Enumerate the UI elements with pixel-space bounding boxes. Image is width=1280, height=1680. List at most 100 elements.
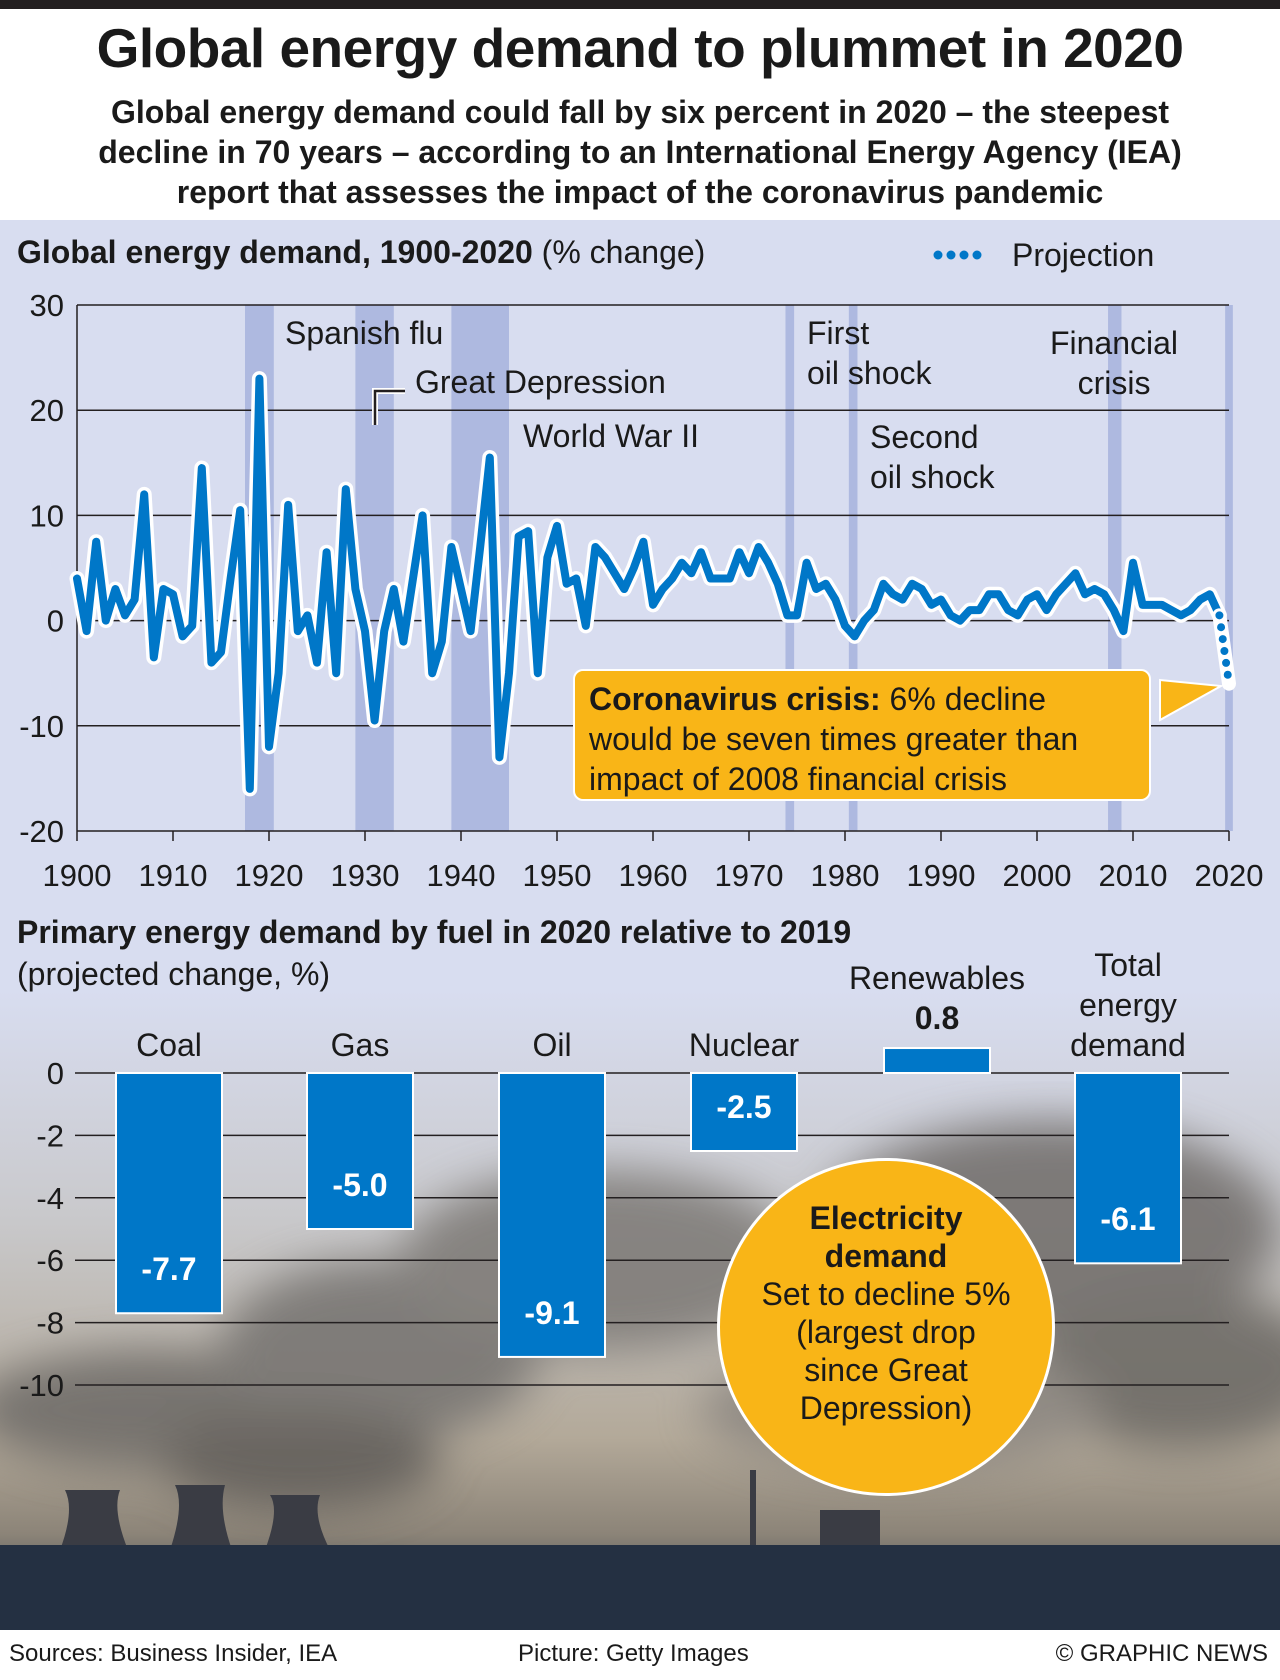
x-tick-label: 1940 bbox=[427, 858, 496, 893]
x-tick-label: 2000 bbox=[1003, 858, 1072, 893]
y-tick-label: -4 bbox=[36, 1181, 64, 1216]
line-chart-unit: (% change) bbox=[541, 234, 706, 270]
category-label: Total energy demand bbox=[1018, 945, 1238, 1065]
x-tick-label: 1920 bbox=[235, 858, 304, 893]
annotation-great-depression: Great Depression bbox=[415, 364, 666, 400]
bar-total-energy-demand bbox=[1074, 1072, 1182, 1265]
footer-picture-credit: Picture: Getty Images bbox=[518, 1640, 749, 1667]
page-subtitle: Global energy demand could fall by six p… bbox=[20, 92, 1260, 212]
y-tick-label: 10 bbox=[30, 498, 64, 533]
top-bar bbox=[0, 0, 1280, 9]
page-title: Global energy demand to plummet in 2020 bbox=[96, 17, 1184, 79]
legend-projection-label: Projection bbox=[1012, 237, 1155, 273]
electricity-title: Electricity demand bbox=[720, 1199, 1052, 1275]
line-chart-title-text: Global energy demand, 1900-2020 bbox=[17, 234, 533, 270]
y-tick-label: 20 bbox=[30, 393, 64, 428]
coronavirus-callout: Coronavirus crisis: 6% decline would be … bbox=[573, 669, 1151, 801]
bar-value-label: -2.5 bbox=[716, 1089, 772, 1125]
electricity-title-line: demand bbox=[824, 1238, 948, 1274]
electricity-title-line: Electricity bbox=[809, 1200, 963, 1236]
bar-coal bbox=[115, 1072, 223, 1315]
category-label: Nuclear bbox=[634, 1025, 854, 1065]
y-tick-label: 30 bbox=[30, 288, 64, 323]
annotation-world-war-ii: World War II bbox=[523, 418, 700, 454]
series-line bbox=[73, 374, 1224, 793]
annotation-line: oil shock bbox=[870, 459, 995, 495]
y-tick-label: -10 bbox=[19, 1368, 64, 1403]
callout-line: impact of 2008 financial crisis bbox=[589, 761, 1007, 797]
annotation-line: Second bbox=[870, 419, 979, 455]
category-label: Gas bbox=[250, 1025, 470, 1065]
y-tick-label: -20 bbox=[19, 814, 64, 849]
callout-bold: Coronavirus crisis: bbox=[589, 681, 881, 717]
annotation-spanish-flu: Spanish flu bbox=[285, 315, 444, 351]
callout-text: 6% decline bbox=[880, 681, 1047, 717]
bar-value-label: 0.8 bbox=[914, 1000, 960, 1037]
y-tick-label: 0 bbox=[47, 604, 64, 639]
bar-chart-title: Primary energy demand by fuel in 2020 re… bbox=[17, 914, 852, 950]
y-tick-label: -2 bbox=[36, 1118, 64, 1153]
category-label: Oil bbox=[442, 1025, 662, 1065]
bar-nuclear bbox=[690, 1072, 798, 1152]
category-label-line: Nuclear bbox=[688, 1027, 800, 1063]
subtitle-line: report that assesses the impact of the c… bbox=[176, 174, 1104, 210]
annotation-line: Financial bbox=[1049, 325, 1179, 361]
bar-oil bbox=[498, 1072, 606, 1358]
x-tick-label: 2010 bbox=[1099, 858, 1168, 893]
annotation-line: crisis bbox=[1077, 365, 1151, 401]
category-label-line: Gas bbox=[330, 1027, 390, 1063]
category-label-line: demand bbox=[1070, 1027, 1186, 1063]
bar-value-label: -5.0 bbox=[332, 1167, 388, 1203]
category-label-line: Coal bbox=[136, 1027, 202, 1063]
annotation-second-oil-shock: Second oil shock bbox=[870, 417, 995, 497]
electricity-text-line: Depression) bbox=[799, 1390, 973, 1426]
category-label-line: energy bbox=[1079, 987, 1177, 1023]
annotation-financial-crisis: Financial crisis bbox=[1034, 323, 1194, 403]
x-tick-label: 1990 bbox=[907, 858, 976, 893]
x-tick-label: 1980 bbox=[811, 858, 880, 893]
x-tick-label: 1950 bbox=[523, 858, 592, 893]
x-tick-label: 2020 bbox=[1195, 858, 1264, 893]
category-label-line: Renewables bbox=[848, 960, 1026, 997]
bar-value-label: -7.7 bbox=[141, 1251, 197, 1288]
electricity-text-line: (largest drop bbox=[796, 1314, 976, 1350]
bar-chart-subtitle: (projected change, %) bbox=[17, 956, 331, 992]
subtitle-line: Global energy demand could fall by six p… bbox=[110, 94, 1170, 130]
bar-value-label: -6.1 bbox=[1100, 1201, 1156, 1238]
x-tick-label: 1970 bbox=[715, 858, 784, 893]
callout-line: would be seven times greater than bbox=[589, 721, 1079, 757]
event-band bbox=[848, 305, 858, 831]
footer-sources: Sources: Business Insider, IEA bbox=[9, 1640, 338, 1667]
x-tick-label: 1900 bbox=[43, 858, 112, 893]
y-tick-label: 0 bbox=[47, 1056, 64, 1091]
footer-copyright: © GRAPHIC NEWS bbox=[1055, 1640, 1268, 1667]
electricity-text-line: since Great bbox=[804, 1352, 968, 1388]
subtitle-line: decline in 70 years – according to an In… bbox=[98, 134, 1182, 170]
event-band bbox=[785, 305, 795, 831]
bar-chart: 0 -2 -4 -6 -8 -10 bbox=[19, 1047, 1229, 1403]
callout-line: Coronavirus crisis: 6% decline bbox=[589, 679, 1135, 719]
projection-line bbox=[1215, 611, 1233, 688]
x-tick-label: 1910 bbox=[139, 858, 208, 893]
annotation-line: First bbox=[807, 315, 870, 351]
callout-pointer bbox=[1159, 678, 1225, 722]
bar-gas bbox=[306, 1072, 414, 1230]
bar-renewables bbox=[883, 1047, 991, 1075]
annotation-line: oil shock bbox=[807, 355, 932, 391]
event-band bbox=[1225, 305, 1233, 831]
x-tick-label: 1930 bbox=[331, 858, 400, 893]
category-label: Renewables bbox=[827, 958, 1047, 998]
y-tick-label: -6 bbox=[36, 1243, 64, 1278]
category-label-line: Oil bbox=[532, 1027, 572, 1063]
y-tick-label: -8 bbox=[36, 1306, 64, 1341]
electricity-text-line: Set to decline 5% bbox=[761, 1276, 1011, 1312]
projection-legend-icon bbox=[933, 250, 995, 260]
line-chart-title: Global energy demand, 1900-2020 (% chang… bbox=[17, 234, 705, 271]
x-tick-label: 1960 bbox=[619, 858, 688, 893]
leader-line bbox=[373, 389, 405, 425]
footer: Sources: Business Insider, IEA Picture: … bbox=[0, 1630, 1280, 1680]
category-label-line: Total bbox=[1094, 947, 1162, 983]
electricity-demand-callout: Electricity demand Set to decline 5% (lar… bbox=[717, 1158, 1055, 1496]
y-tick-label: -10 bbox=[19, 709, 64, 744]
